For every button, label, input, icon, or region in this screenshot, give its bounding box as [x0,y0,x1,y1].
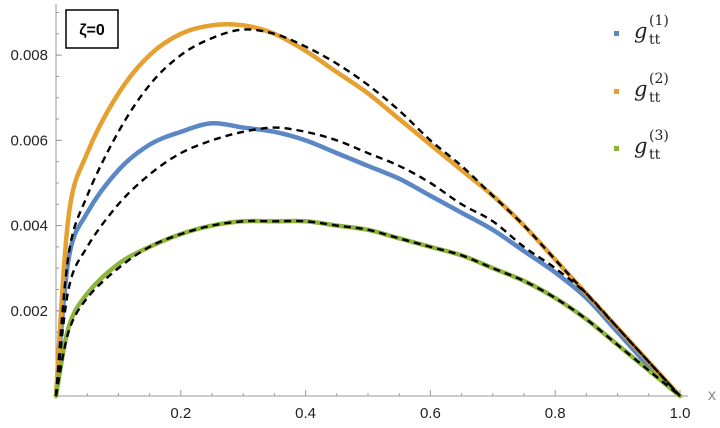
fit-curve-3 [54,219,681,397]
fit-curve-1 [54,28,681,397]
x-tick-label: 0.2 [170,405,191,422]
fit-curves [54,28,681,397]
annotation-frame [65,9,119,49]
legend-superscript: (2) [649,71,669,87]
legend-superscript: (3) [649,128,669,144]
annotation-label: ζ=0 [79,22,105,39]
series-line-2 [53,21,683,399]
annotation-box: ζ=0 [65,9,119,49]
legend-superscript: (1) [649,13,669,29]
legend-swatch [614,146,619,151]
plot-series [53,21,683,399]
y-tick-label: 0.006 [10,132,48,149]
legend-label: g [634,77,647,101]
y-tick-label: 0.002 [10,303,48,320]
x-tick-label: 0.4 [295,405,316,422]
legend-subscript: tt [649,90,661,106]
legend-subscript: tt [649,147,661,163]
legend-swatch [614,31,619,36]
legend-item-2: g tt (2) [614,71,669,106]
legend-item-3: g tt (3) [614,128,669,163]
x-axis-label: x [708,387,716,404]
legend-item-1: g tt (1) [614,13,669,48]
y-tick-label: 0.004 [10,218,48,235]
legend-label: g [634,134,647,158]
series-line-1 [53,120,683,399]
axes: 0.2 0.4 0.6 0.8 1.0 0.002 0.004 0.006 0.008 [10,4,690,422]
x-tick-label: 1.0 [670,405,691,422]
legend-swatch [614,89,619,94]
y-tick-label: 0.008 [10,47,48,64]
x-tick-label: 0.8 [545,405,566,422]
legend-label: g [634,19,647,43]
x-tick-label: 0.6 [420,405,441,422]
fit-curve-2 [54,126,681,397]
legend-subscript: tt [649,32,661,48]
legend: g tt(1)g tt(2)g tt(3) [614,13,669,163]
